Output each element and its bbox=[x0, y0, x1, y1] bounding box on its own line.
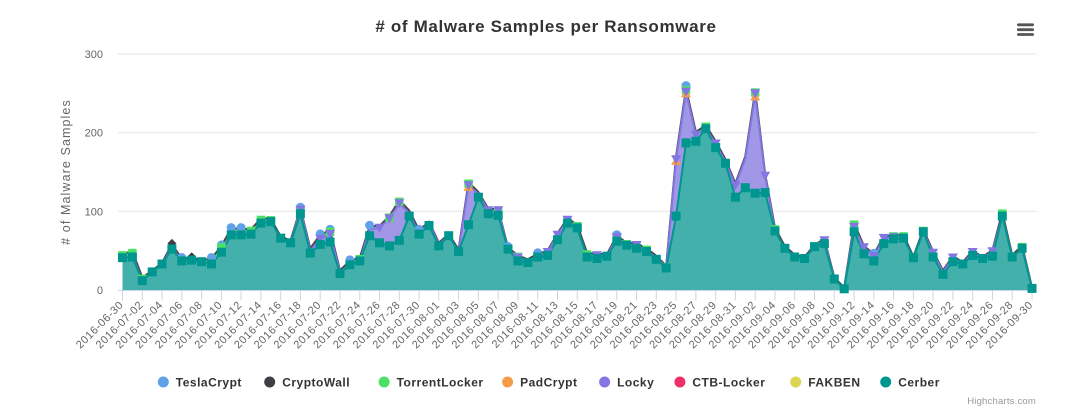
svg-text:0: 0 bbox=[97, 285, 103, 297]
svg-text:TeslaCrypt: TeslaCrypt bbox=[176, 376, 242, 390]
svg-text:300: 300 bbox=[85, 49, 103, 61]
svg-text:200: 200 bbox=[85, 128, 103, 140]
svg-text:FAKBEN: FAKBEN bbox=[808, 376, 860, 390]
svg-text:Cerber: Cerber bbox=[898, 376, 940, 390]
svg-text:TorrentLocker: TorrentLocker bbox=[397, 376, 484, 390]
svg-text:Locky: Locky bbox=[617, 376, 654, 390]
svg-text:CryptoWall: CryptoWall bbox=[282, 376, 350, 390]
svg-text:# of Malware Samples: # of Malware Samples bbox=[59, 99, 73, 245]
svg-text:CTB-Locker: CTB-Locker bbox=[692, 376, 765, 390]
svg-text:# of Malware Samples per Ranso: # of Malware Samples per Ransomware bbox=[375, 17, 716, 36]
svg-text:Highcharts.com: Highcharts.com bbox=[967, 396, 1036, 407]
svg-text:PadCrypt: PadCrypt bbox=[520, 376, 577, 390]
svg-text:100: 100 bbox=[85, 206, 103, 218]
